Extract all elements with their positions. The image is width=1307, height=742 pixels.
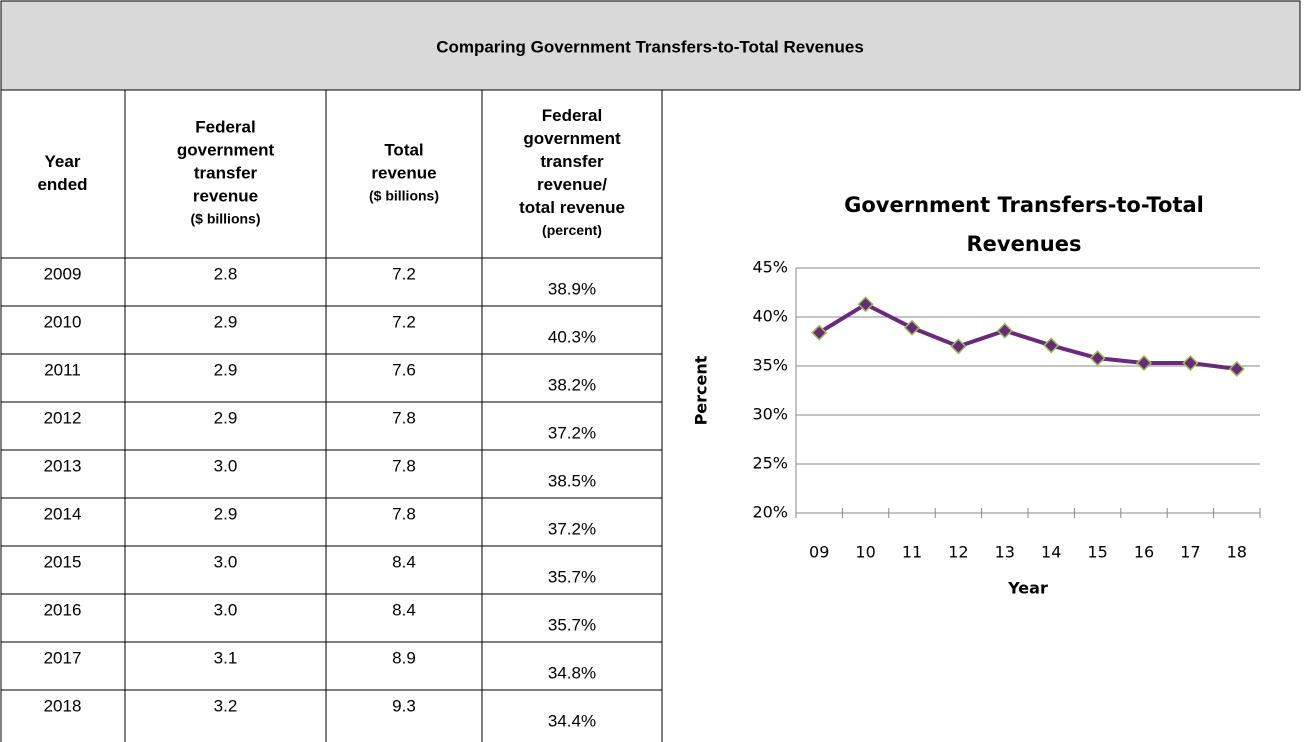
table-cell: 34.4% <box>548 711 596 730</box>
series-line <box>818 301 1238 371</box>
table-cell: 8.4 <box>392 552 416 571</box>
x-tick-label: 17 <box>1180 543 1200 562</box>
table-cell: 2014 <box>44 504 82 523</box>
table-cell: 2016 <box>44 600 82 619</box>
table-cell: 7.8 <box>392 504 416 523</box>
table-cell: 37.2% <box>548 423 596 442</box>
table-cell: 7.2 <box>392 264 416 283</box>
table-cell: 35.7% <box>548 567 596 586</box>
y-tick-label: 40% <box>752 307 788 326</box>
point-marker <box>1043 337 1060 354</box>
table-cell: 34.8% <box>548 663 596 682</box>
table-cell: 35.7% <box>548 615 596 634</box>
x-tick-label: 09 <box>809 543 829 562</box>
y-tick-label: 30% <box>752 405 788 424</box>
point-marker <box>857 296 874 313</box>
column-header: government <box>523 129 621 148</box>
table-title: Comparing Government Transfers-to-Total … <box>436 37 864 56</box>
table-cell: 2.9 <box>214 504 238 523</box>
column-header: Federal <box>195 117 255 136</box>
y-tick-label: 25% <box>752 454 788 473</box>
column-header: total revenue <box>519 198 625 217</box>
x-tick-label: 12 <box>948 543 968 562</box>
column-header: Federal <box>542 106 602 125</box>
table-cell: 2013 <box>44 456 82 475</box>
column-header: revenue <box>371 163 436 182</box>
column-header: revenue <box>193 186 258 205</box>
table-cell: 7.8 <box>392 408 416 427</box>
x-tick-label: 10 <box>855 543 875 562</box>
column-header: transfer <box>194 163 258 182</box>
table-cell: 7.8 <box>392 456 416 475</box>
column-header: revenue/ <box>537 175 607 194</box>
table-cell: 2018 <box>44 696 82 715</box>
column-header: transfer <box>540 152 604 171</box>
table-cell: 3.2 <box>214 696 238 715</box>
x-tick-label: 11 <box>902 543 922 562</box>
y-tick-label: 20% <box>752 503 788 522</box>
table-cell: 38.5% <box>548 471 596 490</box>
table-cell: 37.2% <box>548 519 596 538</box>
table-cell: 40.3% <box>548 327 596 346</box>
column-unit: ($ billions) <box>191 211 261 227</box>
point-marker <box>903 319 921 336</box>
table-cell: 8.9 <box>392 648 416 667</box>
table-cell: 3.1 <box>214 648 238 667</box>
table-cell: 3.0 <box>214 552 238 571</box>
table-cell: 2.8 <box>214 264 238 283</box>
point-marker <box>1089 350 1106 367</box>
y-tick-label: 35% <box>752 356 788 375</box>
table-cell: 3.0 <box>214 600 238 619</box>
column-header: government <box>177 140 275 159</box>
x-tick-label: 16 <box>1134 543 1154 562</box>
table-cell: 2009 <box>44 264 82 283</box>
y-axis-title: Percent <box>692 355 711 425</box>
table-cell: 2012 <box>44 408 82 427</box>
point-marker <box>996 322 1013 339</box>
table-cell: 8.4 <box>392 600 416 619</box>
x-tick-label: 15 <box>1087 543 1107 562</box>
table-cell: 2015 <box>44 552 82 571</box>
x-axis-title: Year <box>1007 579 1048 598</box>
table-cell: 7.2 <box>392 312 416 331</box>
point-marker <box>1228 360 1245 378</box>
table-cell: 2011 <box>44 360 81 379</box>
point-marker <box>811 324 828 341</box>
table-cell: 2.9 <box>214 360 238 379</box>
table-cell: 2.9 <box>214 408 238 427</box>
x-tick-label: 13 <box>995 543 1015 562</box>
table-cell: 38.2% <box>548 375 596 394</box>
table-cell: 2010 <box>44 312 82 331</box>
chart-title: Government Transfers-to-Total <box>844 193 1204 217</box>
table-cell: 38.9% <box>548 279 596 298</box>
y-tick-label: 45% <box>752 258 788 277</box>
point-marker <box>950 338 967 355</box>
point-marker <box>1182 354 1199 372</box>
column-header: Year <box>45 152 81 171</box>
table-cell: 3.0 <box>214 456 238 475</box>
x-tick-label: 18 <box>1227 543 1247 562</box>
table-cell: 9.3 <box>392 696 416 715</box>
title-bar <box>0 0 1301 91</box>
column-unit: (percent) <box>542 222 602 238</box>
table-cell: 2017 <box>44 648 82 667</box>
column-header: ended <box>37 175 87 194</box>
x-tick-label: 14 <box>1041 543 1061 562</box>
point-marker <box>1135 354 1153 372</box>
table-cell: 7.6 <box>392 360 416 379</box>
chart-title: Revenues <box>967 232 1082 256</box>
table-cell: 2.9 <box>214 312 238 331</box>
column-unit: ($ billions) <box>369 188 439 204</box>
column-header: Total <box>384 140 423 159</box>
